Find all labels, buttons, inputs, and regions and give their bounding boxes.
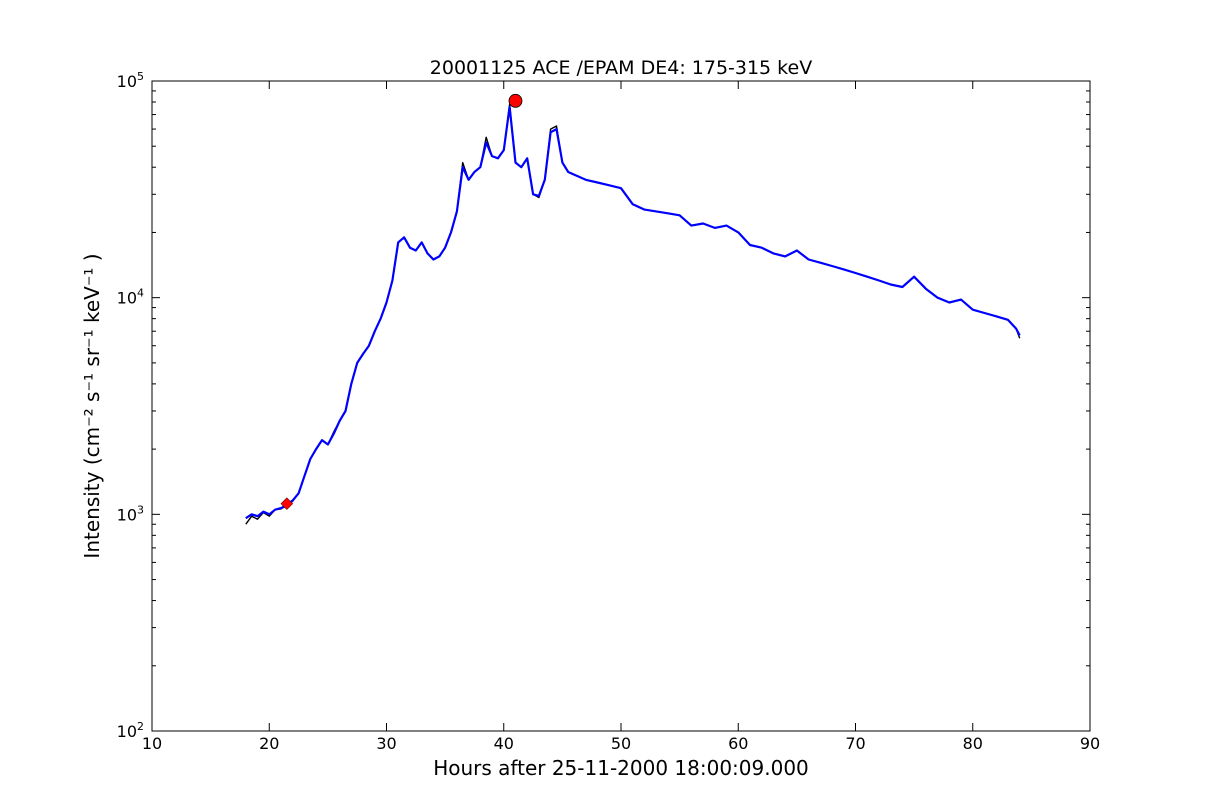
x-axis-label: Hours after 25-11-2000 18:00:09.000 <box>433 756 809 780</box>
x-tick-label: 30 <box>376 734 396 753</box>
x-tick-label: 80 <box>963 734 983 753</box>
marker-layer <box>280 93 523 511</box>
tick-layer: 10 20 30 40 50 60 70 80 90 102 103 104 105 <box>117 70 1101 753</box>
y-tick-label: 105 <box>117 70 144 91</box>
x-tick-label: 90 <box>1080 734 1100 753</box>
x-tick-label: 50 <box>611 734 631 753</box>
plot-area <box>152 81 1090 731</box>
y-tick-label: 104 <box>117 287 144 308</box>
x-tick-label: 60 <box>728 734 748 753</box>
y-axis-label: Intensity (cm⁻² s⁻¹ sr⁻¹ keV⁻¹ ) <box>80 253 104 558</box>
x-tick-label: 10 <box>142 734 162 753</box>
x-tick-label: 20 <box>259 734 279 753</box>
series-layer <box>245 103 1021 525</box>
series-line-smoothed <box>245 105 1021 520</box>
peak-marker <box>508 93 523 108</box>
y-tick-label: 103 <box>117 503 144 524</box>
onset-marker <box>280 497 294 511</box>
chart-title: 20001125 ACE /EPAM DE4: 175-315 keV <box>430 57 812 79</box>
x-tick-label: 70 <box>845 734 865 753</box>
y-tick-label: 102 <box>117 720 144 741</box>
x-tick-label: 40 <box>494 734 514 753</box>
